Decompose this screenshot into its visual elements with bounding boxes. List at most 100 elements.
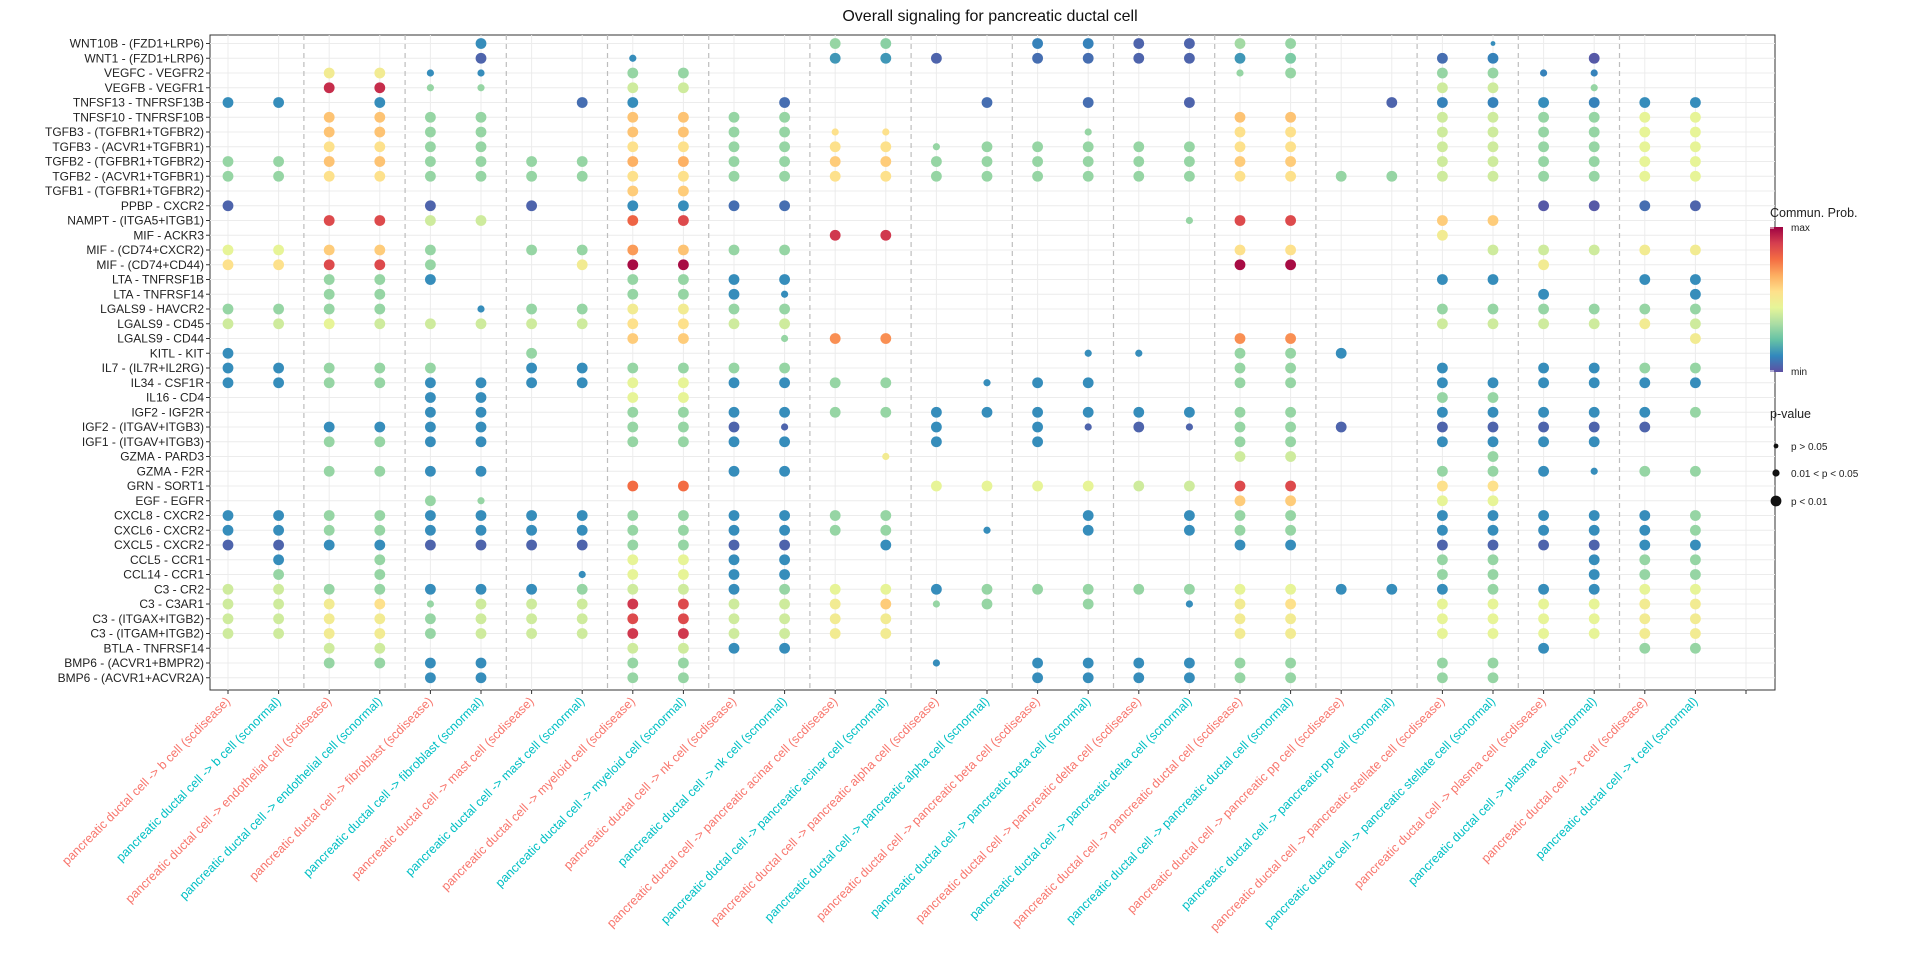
data-point	[475, 598, 487, 610]
data-point	[273, 569, 284, 580]
data-point	[1588, 170, 1600, 182]
data-point	[1437, 156, 1448, 167]
data-point	[323, 259, 335, 271]
data-point	[627, 111, 639, 123]
data-point	[425, 406, 436, 418]
data-point	[829, 52, 841, 64]
data-point	[1690, 642, 1701, 654]
data-point	[1487, 524, 1499, 536]
column-label: pancreatic ductal cell -> mast cell (scd…	[349, 694, 537, 882]
row-label: TGFB2 - (TGFBR1+TGFBR2)	[45, 155, 204, 169]
data-point	[1032, 672, 1043, 684]
data-point	[323, 67, 335, 79]
data-point	[425, 392, 436, 403]
data-point	[1588, 126, 1600, 138]
data-point	[678, 274, 689, 285]
grid-layer	[209, 34, 1776, 691]
row-label: GRN - SORT1	[127, 479, 204, 493]
data-point	[678, 259, 689, 271]
color-bar	[1770, 227, 1783, 372]
data-point	[526, 156, 537, 167]
data-point	[1690, 539, 1701, 551]
data-point	[1490, 41, 1496, 46]
data-point	[1588, 318, 1600, 330]
data-point	[374, 657, 386, 669]
data-point	[678, 539, 689, 551]
data-point	[1234, 362, 1246, 374]
data-point	[1437, 67, 1448, 79]
data-point	[728, 436, 740, 448]
data-point	[627, 67, 639, 79]
data-point	[1082, 97, 1094, 108]
data-point	[1639, 421, 1651, 433]
data-point	[728, 554, 740, 566]
data-point	[728, 126, 740, 138]
data-point	[678, 244, 689, 256]
data-point	[1285, 377, 1296, 389]
data-point	[880, 229, 892, 241]
data-point	[1234, 377, 1246, 389]
data-point	[781, 334, 789, 343]
data-point	[1639, 97, 1651, 108]
data-point	[1639, 583, 1651, 595]
data-point	[1184, 170, 1195, 182]
size-legend-dot	[1773, 443, 1779, 449]
data-point	[475, 156, 487, 167]
data-point	[627, 436, 639, 448]
data-point	[576, 318, 588, 330]
data-point	[1538, 244, 1549, 256]
data-point	[1690, 377, 1701, 389]
data-point	[1032, 421, 1043, 433]
row-label: CXCL6 - CXCR2	[114, 523, 204, 537]
data-point	[728, 598, 740, 610]
data-point	[1538, 362, 1549, 374]
data-point	[475, 38, 487, 49]
data-point	[981, 170, 993, 182]
data-point	[1538, 126, 1549, 138]
data-point	[779, 377, 790, 389]
data-point	[273, 156, 284, 167]
data-point	[1285, 126, 1296, 138]
data-point	[374, 274, 386, 285]
data-point	[627, 259, 639, 271]
data-point	[779, 200, 790, 212]
data-point	[526, 524, 537, 536]
row-label: WNT10B - (FZD1+LRP6)	[70, 37, 204, 51]
data-point	[627, 480, 639, 492]
data-point	[1588, 406, 1600, 418]
data-point	[627, 628, 639, 639]
data-point	[1185, 600, 1193, 608]
data-point	[1639, 274, 1651, 285]
data-point	[627, 613, 639, 625]
data-point	[1335, 347, 1347, 359]
data-point	[627, 185, 639, 197]
data-point	[1285, 67, 1296, 79]
data-point	[931, 421, 942, 433]
data-point	[475, 406, 487, 418]
data-point	[1487, 598, 1499, 610]
data-point	[627, 406, 639, 418]
row-label: CXCL8 - CXCR2	[114, 509, 204, 523]
data-point	[374, 628, 386, 639]
data-point	[728, 244, 740, 256]
data-point	[931, 583, 942, 595]
data-point	[475, 657, 487, 669]
data-point	[1285, 111, 1296, 123]
data-point	[678, 362, 689, 374]
data-point	[374, 303, 386, 315]
column-label: pancreatic ductal cell -> b cell (scdise…	[59, 694, 233, 868]
data-point	[728, 200, 740, 212]
data-point	[222, 539, 234, 551]
data-point	[1236, 69, 1244, 77]
data-point	[1588, 421, 1600, 433]
data-point	[526, 598, 537, 610]
data-point	[1133, 170, 1145, 182]
data-point	[273, 318, 284, 330]
data-point	[425, 510, 436, 521]
data-point	[1487, 126, 1499, 138]
data-point	[678, 392, 689, 403]
data-point	[829, 583, 841, 595]
data-point	[273, 554, 284, 566]
data-point	[222, 244, 234, 256]
